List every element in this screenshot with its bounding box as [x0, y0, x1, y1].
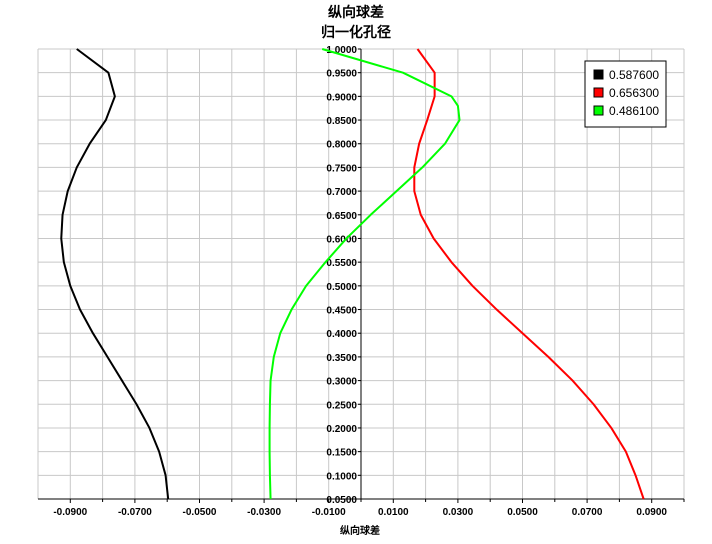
- x-tick-label: -0.0700: [118, 507, 152, 518]
- y-tick-label: 0.3500: [326, 353, 357, 364]
- y-tick-label: 0.0500: [326, 495, 357, 506]
- x-tick-label: 0.0700: [572, 507, 603, 518]
- y-tick-label: 0.7000: [326, 187, 357, 198]
- y-tick-label: 0.8000: [326, 140, 357, 151]
- y-tick-label: 0.7500: [326, 163, 357, 174]
- series-line-0.486100: [268, 48, 461, 500]
- x-tick-label: 0.0300: [443, 507, 474, 518]
- x-axis-label: 纵向球差: [340, 524, 380, 537]
- legend-swatch: [593, 87, 604, 98]
- chart-title: 纵向球差: [328, 4, 384, 21]
- legend-label: 0.587600: [609, 68, 659, 82]
- y-tick-label: 0.1000: [326, 471, 357, 482]
- x-tick-label: 0.0900: [636, 507, 667, 518]
- x-tick-label: -0.0300: [247, 507, 281, 518]
- series-lines: [60, 48, 645, 500]
- y-tick-label: 0.4000: [326, 329, 357, 340]
- legend-label: 0.656300: [609, 86, 659, 100]
- series-line-0.587600: [60, 48, 170, 500]
- y-tick-label: 0.3000: [326, 377, 357, 388]
- y-tick-label: 0.6000: [326, 234, 357, 245]
- y-tick-label: 0.2500: [326, 400, 357, 411]
- y-tick-label: 0.8500: [326, 116, 357, 127]
- x-tick-label: 0.0100: [378, 507, 409, 518]
- series-line-0.656300: [413, 48, 645, 500]
- y-tick-label: 0.5000: [326, 282, 357, 293]
- y-tick-label: 0.9000: [326, 92, 357, 103]
- y-tick-label: 0.1500: [326, 448, 357, 459]
- y-tick-label: 0.6500: [326, 211, 357, 222]
- x-tick-label: -0.0100: [312, 507, 346, 518]
- legend-swatch: [593, 69, 604, 80]
- chart-subtitle: 归一化孔径: [321, 24, 391, 41]
- legend-label: 0.486100: [609, 104, 659, 118]
- y-tick-label: 0.2000: [326, 424, 357, 435]
- y-tick-label: 0.4500: [326, 306, 357, 317]
- y-tick-label: 0.9500: [326, 69, 357, 80]
- x-tick-label: -0.0500: [183, 507, 217, 518]
- y-tick-label: 0.5500: [326, 258, 357, 269]
- x-tick-label: 0.0500: [507, 507, 538, 518]
- legend: 0.587600 0.656300 0.486100: [584, 60, 667, 128]
- legend-swatch: [593, 105, 604, 116]
- x-tick-label: -0.0900: [53, 507, 87, 518]
- y-tick-label: 1.0000: [326, 45, 357, 56]
- axes: -0.0900 -0.0700 -0.0500 -0.0300 -0.0100 0.010…: [38, 45, 685, 518]
